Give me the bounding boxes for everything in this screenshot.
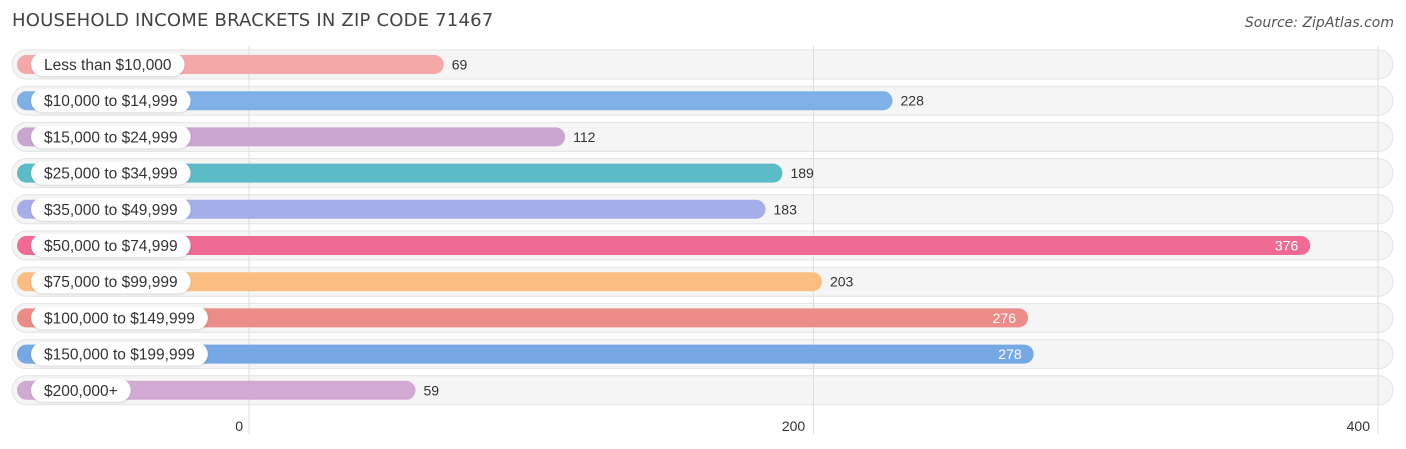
bar bbox=[17, 308, 1029, 328]
category-label: $15,000 to $24,999 bbox=[44, 129, 178, 146]
category-label: $50,000 to $74,999 bbox=[44, 238, 178, 255]
bar bbox=[17, 344, 1034, 364]
category-label: $100,000 to $149,999 bbox=[44, 310, 195, 327]
category-label: $35,000 to $49,999 bbox=[44, 202, 178, 219]
category-pill bbox=[31, 53, 185, 76]
category-pill bbox=[31, 270, 191, 294]
category-label: $200,000+ bbox=[44, 383, 118, 400]
bar bbox=[17, 272, 822, 292]
category-pill bbox=[31, 342, 208, 366]
category-pill bbox=[31, 306, 208, 330]
category-label: $25,000 to $34,999 bbox=[44, 166, 178, 183]
value-label: 112 bbox=[573, 129, 596, 145]
x-tick-label: 400 bbox=[1347, 418, 1371, 434]
chart-source: Source: ZipAtlas.com bbox=[1244, 15, 1394, 31]
category-pill bbox=[31, 378, 131, 402]
x-tick-label: 200 bbox=[782, 418, 806, 434]
bar bbox=[17, 199, 766, 219]
bar bbox=[17, 236, 1311, 255]
value-label: 189 bbox=[790, 165, 814, 181]
category-label: Less than $10,000 bbox=[44, 57, 172, 74]
value-label: 183 bbox=[774, 201, 798, 217]
value-label: 203 bbox=[830, 274, 854, 290]
value-label: 376 bbox=[1275, 238, 1299, 254]
value-label: 278 bbox=[998, 346, 1022, 362]
value-label: 69 bbox=[452, 57, 468, 73]
x-tick-label: 0 bbox=[235, 418, 243, 434]
bar bbox=[17, 91, 893, 111]
category-label: $75,000 to $99,999 bbox=[44, 274, 178, 291]
bar bbox=[17, 163, 783, 183]
value-label: 228 bbox=[901, 93, 925, 109]
category-pill bbox=[31, 125, 191, 149]
category-pill bbox=[31, 197, 191, 221]
value-label: 59 bbox=[424, 382, 440, 398]
value-label: 276 bbox=[993, 310, 1017, 326]
category-pill bbox=[31, 161, 191, 185]
category-pill bbox=[31, 89, 191, 113]
chart-title: HOUSEHOLD INCOME BRACKETS IN ZIP CODE 71… bbox=[12, 10, 494, 31]
category-label: $150,000 to $199,999 bbox=[44, 347, 195, 364]
category-label: $10,000 to $14,999 bbox=[44, 93, 178, 110]
category-pill bbox=[31, 234, 191, 257]
